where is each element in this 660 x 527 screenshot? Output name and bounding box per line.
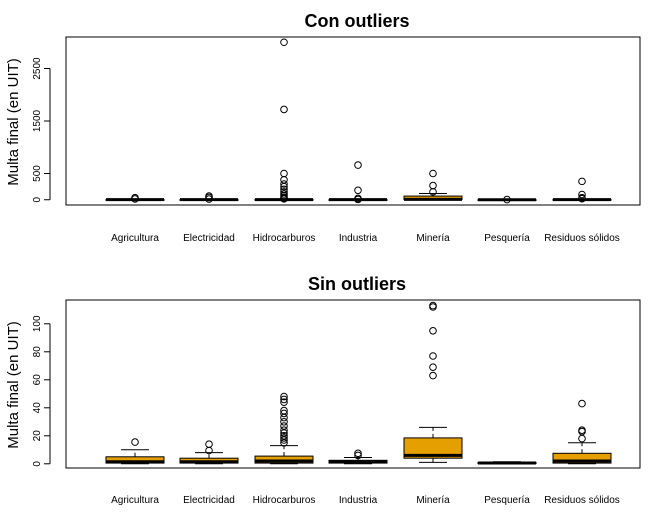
outlier-point [280,392,288,401]
outlier-point [429,352,437,360]
plot-frame [65,36,641,206]
x-tick-label: Minería [416,233,450,244]
x-tick-label: Agricultura [111,233,159,244]
outlier-point [354,161,362,169]
y-axis-label: Multa final (en UIT) [5,321,22,449]
box-agricultura [105,438,165,465]
box-iqr [403,437,463,459]
box-agricultura [105,193,165,203]
outlier-point [429,169,437,178]
outlier-point [205,440,213,449]
outlier-point [280,188,288,196]
box-series [105,38,612,204]
outlier-point [280,409,288,418]
box-minería [403,169,463,201]
outlier-point [280,38,288,47]
x-tick-label: Pesquería [484,233,530,244]
box-pesquería [477,195,537,204]
box-electricidad [179,192,239,203]
y-tick-label: 1500 [32,109,43,132]
panel-sin-outliers: Sin outliers Multa final (en UIT) 0 20 40 6… [5,274,641,506]
y-tick-label: 500 [32,165,43,182]
outlier-point [354,186,362,195]
outlier-point [354,194,362,203]
outlier-point [280,418,288,426]
outlier-point [429,181,437,190]
outlier-point [354,451,362,460]
box-hidrocarburos [254,392,314,465]
x-tick-label: Electricidad [183,495,235,506]
panel-con-outliers: Con outliers Multa final (en UIT) 0 500 15… [5,11,641,244]
outlier-point [429,371,437,380]
box-hidrocarburos [254,38,314,203]
box-minería [403,301,463,463]
y-tick-label: 0 [32,461,43,467]
x-tick-label: Residuos sólidos [544,233,620,244]
outlier-point [280,105,288,114]
outlier-point [578,193,586,202]
outlier-point [503,195,511,204]
y-axis-label: Multa final (en UIT) [5,58,22,186]
outlier-point [578,426,586,435]
x-tick-labels: Agricultura Electricidad Hidrocarburos Indu… [111,233,620,244]
x-tick-label: Industria [339,495,378,506]
outlier-point [429,363,437,372]
outlier-point [280,169,288,178]
outlier-point [205,192,213,200]
x-tick-label: Agricultura [111,495,159,506]
box-residuos-sólidos [552,177,612,203]
outlier-point [280,406,288,415]
outlier-point [280,185,288,194]
outlier-point [280,190,288,198]
outlier-point [280,434,288,442]
panel-title: Sin outliers [308,274,406,294]
panel-title: Con outliers [304,11,409,31]
x-tick-label: Electricidad [183,233,235,244]
outlier-point [280,395,288,404]
y-tick-label: 20 [32,430,43,442]
y-tick-label: 60 [32,374,43,386]
box-residuos-sólidos [552,399,612,465]
outlier-point [280,180,288,188]
outlier-point [578,177,586,186]
x-tick-label: Hidrocarburos [253,495,316,506]
box-electricidad [179,440,239,465]
box-industria [328,449,388,465]
plot-frame [65,299,641,469]
box-industria [328,161,388,204]
x-tick-labels: Agricultura Electricidad Hidrocarburos Indu… [111,495,620,506]
x-tick-label: Residuos sólidos [544,495,620,506]
box-iqr [552,452,612,464]
y-tick-label: 40 [32,402,43,414]
outlier-point [578,190,586,199]
x-tick-label: Pesquería [484,495,530,506]
y-tick-label: 80 [32,346,43,358]
outlier-point [131,193,139,202]
outlier-point [429,301,437,310]
box-series [105,301,612,465]
outlier-point [280,426,288,435]
y-tick-label: 0 [32,197,43,203]
x-tick-label: Industria [339,233,378,244]
outlier-point [131,438,139,446]
y-axis: 0 500 1500 2500 [32,57,51,203]
outlier-point [280,422,288,430]
outlier-point [280,398,288,407]
box-pesquería [477,461,537,465]
y-axis: 0 20 40 60 80 100 [32,315,51,467]
outlier-point [429,327,437,335]
y-tick-label: 2500 [32,57,43,80]
x-tick-label: Hidrocarburos [253,233,316,244]
x-tick-label: Minería [416,495,450,506]
outlier-point [280,432,288,440]
outlier-point [578,399,586,408]
y-tick-label: 100 [32,315,43,332]
outlier-point [354,449,362,458]
